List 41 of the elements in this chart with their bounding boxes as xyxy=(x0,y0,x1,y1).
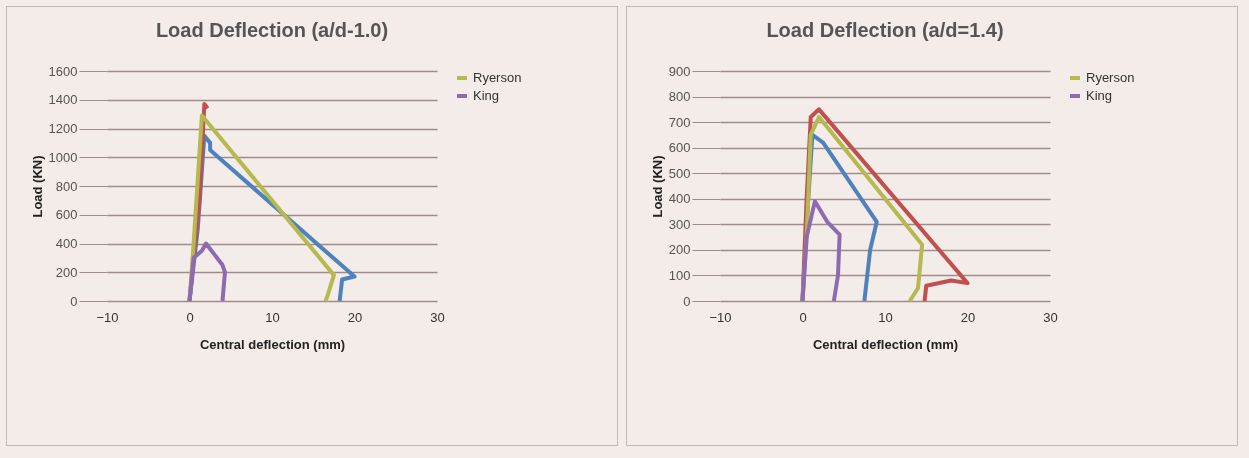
y-tick-label: 400 xyxy=(668,191,691,207)
x-axis-title: Central deflection (mm) xyxy=(812,336,959,352)
legend-label: Ryerson xyxy=(473,70,522,85)
y-tick-label: 1600 xyxy=(48,63,78,79)
x-axis-title: Central deflection (mm) xyxy=(199,336,346,352)
chart-title: Load Deflection (a/d-1.0) xyxy=(155,19,389,41)
x-tick-label: 10 xyxy=(878,309,893,325)
line-series xyxy=(187,241,227,303)
x-tick-label: 0 xyxy=(799,309,807,325)
y-tick-label: 100 xyxy=(668,267,691,283)
y-tick-label: 1000 xyxy=(48,149,78,165)
y-tick-label: 800 xyxy=(55,178,78,194)
y-tick-label: 1200 xyxy=(48,121,78,136)
y-tick-label: 800 xyxy=(668,89,691,105)
x-tick-label: 30 xyxy=(1043,309,1058,325)
x-tick-label: 20 xyxy=(960,309,976,325)
y-tick-label: 0 xyxy=(70,293,78,309)
y-tick-label: 300 xyxy=(668,216,691,232)
x-tick-label: −10 xyxy=(709,309,732,325)
line-series xyxy=(800,199,842,303)
y-tick-label: 200 xyxy=(55,264,78,280)
legend-label: Ryerson xyxy=(1086,70,1135,85)
x-tick-label: 30 xyxy=(430,309,445,325)
y-axis-title: Load (KN) xyxy=(649,155,665,218)
legend-label: King xyxy=(1086,88,1113,103)
legend-label: King xyxy=(473,88,500,103)
y-tick-label: 1400 xyxy=(48,92,78,108)
y-tick-label: 600 xyxy=(668,140,691,156)
y-tick-label: 0 xyxy=(683,293,691,309)
x-tick-label: 0 xyxy=(186,309,194,325)
y-tick-label: 900 xyxy=(668,63,691,79)
y-tick-label: 700 xyxy=(668,114,691,130)
y-tick-label: 500 xyxy=(668,165,691,181)
y-tick-label: 200 xyxy=(668,242,691,258)
x-tick-label: 10 xyxy=(265,309,280,325)
y-tick-label: 600 xyxy=(55,207,78,223)
chart-title: Load Deflection (a/d=1.4) xyxy=(766,19,1004,41)
x-tick-label: 20 xyxy=(347,309,363,325)
y-tick-label: 400 xyxy=(55,236,78,251)
x-tick-label: −10 xyxy=(96,309,119,325)
y-axis-title: Load (KN) xyxy=(29,155,45,218)
